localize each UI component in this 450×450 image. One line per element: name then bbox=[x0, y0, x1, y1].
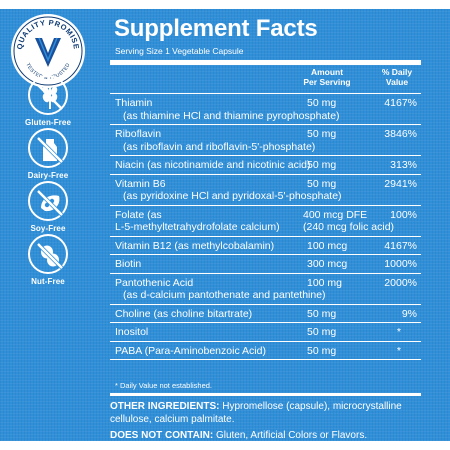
nutrient-row-vitamin-b6: Vitamin B6 (as pyridoxine HCl and pyrido… bbox=[110, 175, 421, 206]
does-not-contain: DOES NOT CONTAIN: Gluten, Artificial Col… bbox=[110, 430, 367, 441]
nutrient-source: (as thiamine HCl and thiamine pyrophosph… bbox=[123, 109, 340, 122]
nutrient-amount: 300 mcg bbox=[307, 258, 348, 270]
nutrient-amount: 400 mcg DFE bbox=[303, 208, 368, 221]
nutrient-row-niacin: Niacin (as nicotinamide and nicotinic ac… bbox=[110, 156, 421, 175]
nutrient-name: Folate (as bbox=[115, 208, 162, 221]
nutrient-daily-value: 9% bbox=[401, 307, 417, 320]
nutrient-amount: 50 mg bbox=[307, 326, 337, 338]
nutrient-daily-value: 2941% bbox=[384, 177, 417, 190]
nutrient-daily-value: 100% bbox=[390, 208, 417, 221]
does-not-contain-text: Gluten, Artificial Colors or Flavors. bbox=[215, 430, 368, 441]
nutrient-amount: 100 mcg bbox=[307, 239, 348, 252]
nutrient-daily-value: 3846% bbox=[384, 128, 417, 140]
column-header-dv-line1: % Daily bbox=[381, 67, 413, 77]
supplement-facts-panel: Supplement Facts Serving Size 1 Vegetabl… bbox=[106, 9, 421, 441]
badge-label: Gluten-Free bbox=[25, 118, 71, 127]
badge-gluten-free: Gluten-Free bbox=[18, 75, 78, 127]
nutrient-row-inositol: Inositol 50 mg * bbox=[110, 323, 421, 342]
nutrient-row-vitamin-b12: Vitamin B12 (as methylcobalamin) 100 mcg… bbox=[110, 237, 421, 255]
nutrient-name: Thiamin bbox=[115, 97, 153, 109]
nutrient-name: Niacin (as nicotinamide and nicotinic ac… bbox=[115, 159, 311, 171]
nutrient-source: L-5-methyltetrahydrofolate calcium) bbox=[115, 221, 280, 233]
other-ingredients-text: Hypromellose (capsule), microcrystalline… bbox=[110, 401, 402, 425]
nutrient-amount: 50 mg bbox=[307, 344, 337, 357]
nutrient-name: Biotin bbox=[115, 258, 142, 270]
nutrient-source: (as riboflavin and riboflavin-5'-phospha… bbox=[123, 140, 316, 153]
wheat-icon bbox=[37, 84, 63, 110]
badge-soy-free: Soy-Free bbox=[18, 181, 78, 233]
soybean-icon bbox=[36, 189, 64, 217]
milk-bottle-icon bbox=[36, 136, 64, 164]
nutrient-daily-value: 4167% bbox=[384, 239, 417, 252]
nutrient-source: (as d-calcium pantothenate and pantethin… bbox=[123, 289, 326, 301]
badge-label: Nut-Free bbox=[31, 277, 65, 286]
nutrient-amount: 100 mg bbox=[307, 276, 343, 289]
nutrient-name: Pantothenic Acid bbox=[115, 276, 194, 289]
top-border bbox=[0, 0, 450, 9]
daily-value-footnote: * Daily Value not established. bbox=[115, 381, 213, 390]
nutrient-row-pantothenic-acid: Pantothenic Acid (as d-calcium pantothen… bbox=[110, 274, 421, 305]
badge-label: Soy-Free bbox=[30, 224, 66, 233]
panel-title: Supplement Facts bbox=[114, 15, 318, 42]
peanut-icon bbox=[36, 242, 64, 270]
nutrient-row-choline: Choline (as choline bitartrate) 50 mg 9% bbox=[110, 305, 421, 323]
badge-label: Dairy-Free bbox=[27, 171, 69, 180]
nutrient-source: (as pyridoxine HCl and pyridoxal-5'-phos… bbox=[123, 190, 342, 202]
column-header-amount-line1: Amount bbox=[310, 67, 344, 77]
quality-promise-seal-icon: QUALITY PROMISE TESTED & TRUSTED bbox=[11, 14, 85, 88]
does-not-contain-label: DOES NOT CONTAIN: bbox=[110, 430, 214, 441]
nutrient-daily-value: * bbox=[396, 326, 401, 338]
thick-divider bbox=[110, 60, 421, 65]
nutrient-amount-note: (240 mcg folic acid) bbox=[303, 221, 395, 233]
column-header-dv-line2: Value bbox=[385, 77, 409, 87]
bottom-border bbox=[0, 441, 450, 450]
badge-dairy-free: Dairy-Free bbox=[18, 128, 78, 180]
nutrient-row-thiamin: Thiamin (as thiamine HCl and thiamine py… bbox=[110, 94, 421, 125]
nutrient-row-folate: Folate (as L-5-methyltetrahydrofolate ca… bbox=[110, 206, 421, 237]
column-header-daily-value: % Daily Value bbox=[371, 67, 423, 87]
nutrient-daily-value: 1000% bbox=[384, 258, 417, 270]
nutrient-daily-value: * bbox=[396, 344, 401, 357]
nutrient-daily-value: 4167% bbox=[384, 97, 417, 109]
nutrient-row-riboflavin: Riboflavin (as riboflavin and riboflavin… bbox=[110, 125, 421, 156]
nutrient-daily-value: 313% bbox=[390, 159, 417, 171]
nutrient-amount: 50 mg bbox=[307, 159, 337, 171]
nutrient-amount: 50 mg bbox=[307, 307, 337, 320]
column-header-amount: Amount Per Serving bbox=[292, 67, 362, 87]
bottom-divider bbox=[110, 393, 421, 396]
serving-size: Serving Size 1 Vegetable Capsule bbox=[115, 46, 244, 56]
nutrient-name: Vitamin B12 (as methylcobalamin) bbox=[115, 239, 275, 252]
nutrient-amount: 50 mg bbox=[307, 177, 337, 190]
nutrient-row-biotin: Biotin 300 mcg 1000% bbox=[110, 255, 421, 274]
nutrient-name: Vitamin B6 bbox=[115, 177, 166, 190]
other-ingredients-label: OTHER INGREDIENTS: bbox=[110, 401, 220, 412]
badge-nut-free: Nut-Free bbox=[18, 234, 78, 286]
header-divider bbox=[110, 93, 421, 94]
column-header-amount-line2: Per Serving bbox=[303, 77, 351, 87]
nutrient-row-paba: PABA (Para-Aminobenzoic Acid) 50 mg * bbox=[110, 342, 421, 360]
other-ingredients: OTHER INGREDIENTS: Hypromellose (capsule… bbox=[110, 400, 440, 426]
nutrient-name: Choline (as choline bitartrate) bbox=[115, 307, 253, 320]
nutrient-name: Riboflavin bbox=[115, 128, 162, 140]
nutrient-table: Thiamin (as thiamine HCl and thiamine py… bbox=[110, 94, 421, 360]
nutrient-name: Inositol bbox=[115, 326, 149, 338]
nutrient-daily-value: 2000% bbox=[384, 276, 417, 289]
nutrient-amount: 50 mg bbox=[307, 128, 337, 140]
nutrient-name: PABA (Para-Aminobenzoic Acid) bbox=[115, 344, 266, 357]
nutrient-amount: 50 mg bbox=[307, 97, 337, 109]
